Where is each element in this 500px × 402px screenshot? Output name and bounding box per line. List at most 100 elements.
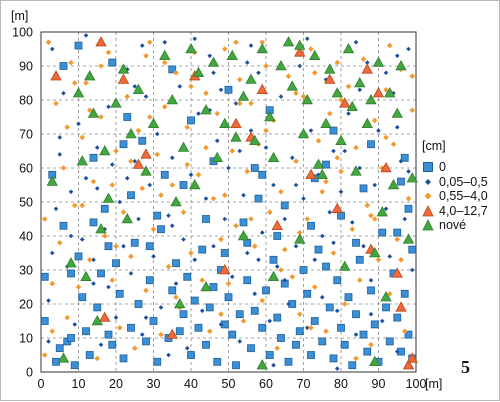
- data-point-small-diamond: [282, 277, 288, 283]
- data-point-small-diamond: [383, 206, 389, 212]
- data-point-square: [325, 303, 334, 312]
- data-point-triangle: [346, 100, 358, 111]
- data-point-square: [258, 170, 267, 179]
- data-point-diamond: [161, 104, 168, 110]
- data-point-square: [202, 215, 210, 223]
- data-point-diamond: [326, 110, 333, 117]
- data-point-triangle: [395, 301, 407, 312]
- data-point-small-diamond: [68, 189, 74, 195]
- data-point-square: [254, 194, 263, 203]
- data-point-small-diamond: [406, 46, 411, 52]
- data-point-small-diamond: [109, 162, 115, 167]
- data-point-triangle: [301, 93, 313, 105]
- x-tick-label: 0: [38, 377, 45, 391]
- data-point-diamond: [206, 328, 213, 334]
- legend-item-3: 4,0–12,7: [422, 204, 498, 219]
- data-point-small-diamond: [293, 182, 299, 188]
- data-point-square: [400, 289, 409, 298]
- data-point-small-diamond: [226, 165, 231, 171]
- data-point-diamond: [105, 49, 112, 56]
- x-tick-label: 50: [222, 377, 236, 391]
- data-point-diamond: [349, 226, 356, 232]
- data-point-triangle: [297, 127, 310, 139]
- data-point-diamond: [60, 165, 67, 171]
- data-point-triangle: [331, 202, 343, 214]
- data-point-diamond: [56, 240, 63, 246]
- data-point-diamond: [64, 124, 71, 130]
- data-point-diamond: [364, 202, 371, 209]
- data-point-diamond: [131, 345, 138, 351]
- data-point-diamond: [165, 263, 172, 270]
- data-point-small-diamond: [49, 250, 55, 256]
- data-point-square: [134, 300, 143, 308]
- data-point-small-diamond: [151, 254, 156, 259]
- data-point-diamond: [173, 70, 179, 76]
- data-point-square: [367, 286, 375, 295]
- data-point-square: [160, 170, 169, 179]
- data-point-diamond: [101, 233, 108, 239]
- x-tick-label: 20: [109, 377, 123, 391]
- data-point-square: [329, 126, 338, 135]
- figure-number: 5: [461, 357, 470, 377]
- data-point-triangle: [331, 87, 343, 98]
- data-point-small-diamond: [124, 175, 130, 181]
- series-1: [46, 33, 415, 371]
- data-point-triangle: [402, 233, 415, 244]
- data-point-diamond: [345, 83, 352, 90]
- y-tick-label: 100: [12, 26, 33, 40]
- data-point-triangle: [80, 270, 92, 282]
- data-point-small-diamond: [379, 318, 385, 324]
- data-point-square: [367, 140, 375, 149]
- legend-item-1: 0,05–0,5: [422, 175, 498, 190]
- data-point-small-diamond: [248, 43, 254, 48]
- data-point-square: [224, 293, 233, 302]
- data-point-triangle: [402, 359, 415, 370]
- data-point-square: [224, 85, 233, 94]
- data-point-square: [104, 330, 113, 339]
- data-point-small-diamond: [346, 111, 351, 116]
- data-point-small-diamond: [53, 206, 59, 212]
- data-point-diamond: [146, 114, 153, 120]
- data-point-triangle: [286, 80, 298, 91]
- data-point-small-diamond: [293, 243, 299, 249]
- data-point-diamond: [248, 100, 254, 107]
- data-point-square: [262, 286, 270, 295]
- data-point-diamond: [86, 257, 93, 263]
- legend-item-0: 0: [422, 160, 498, 175]
- data-point-small-diamond: [376, 128, 381, 133]
- data-point-triangle: [99, 144, 111, 156]
- y-tick-label: 30: [19, 264, 33, 278]
- data-point-small-diamond: [252, 291, 258, 297]
- data-point-small-diamond: [79, 237, 85, 242]
- data-point-small-diamond: [256, 70, 261, 76]
- data-point-small-diamond: [282, 216, 288, 222]
- data-point-triangle: [324, 63, 336, 74]
- data-point-small-diamond: [46, 298, 51, 303]
- data-point-small-diamond: [364, 60, 370, 65]
- data-point-small-diamond: [301, 196, 306, 201]
- y-tick-label: 90: [19, 60, 33, 74]
- data-point-triangle: [95, 223, 107, 234]
- data-point-square: [168, 65, 177, 74]
- data-point-diamond: [173, 294, 179, 300]
- data-point-diamond: [41, 216, 48, 222]
- data-point-square: [228, 330, 237, 339]
- x-tick-label: 40: [184, 377, 198, 391]
- data-point-triangle: [256, 359, 268, 370]
- data-point-square: [404, 330, 413, 339]
- data-point-diamond: [274, 345, 281, 351]
- data-point-diamond: [180, 209, 187, 215]
- data-point-square: [408, 245, 417, 254]
- data-point-diamond: [218, 236, 224, 243]
- data-point-small-diamond: [286, 301, 291, 307]
- data-point-diamond: [244, 168, 251, 175]
- data-point-square: [340, 340, 349, 349]
- data-point-diamond: [259, 297, 266, 304]
- data-point-square: [123, 113, 132, 121]
- data-point-triangle: [226, 49, 238, 60]
- data-point-square: [130, 238, 139, 247]
- data-point-diamond: [143, 287, 149, 294]
- data-point-diamond: [371, 216, 378, 222]
- data-point-square: [74, 41, 83, 50]
